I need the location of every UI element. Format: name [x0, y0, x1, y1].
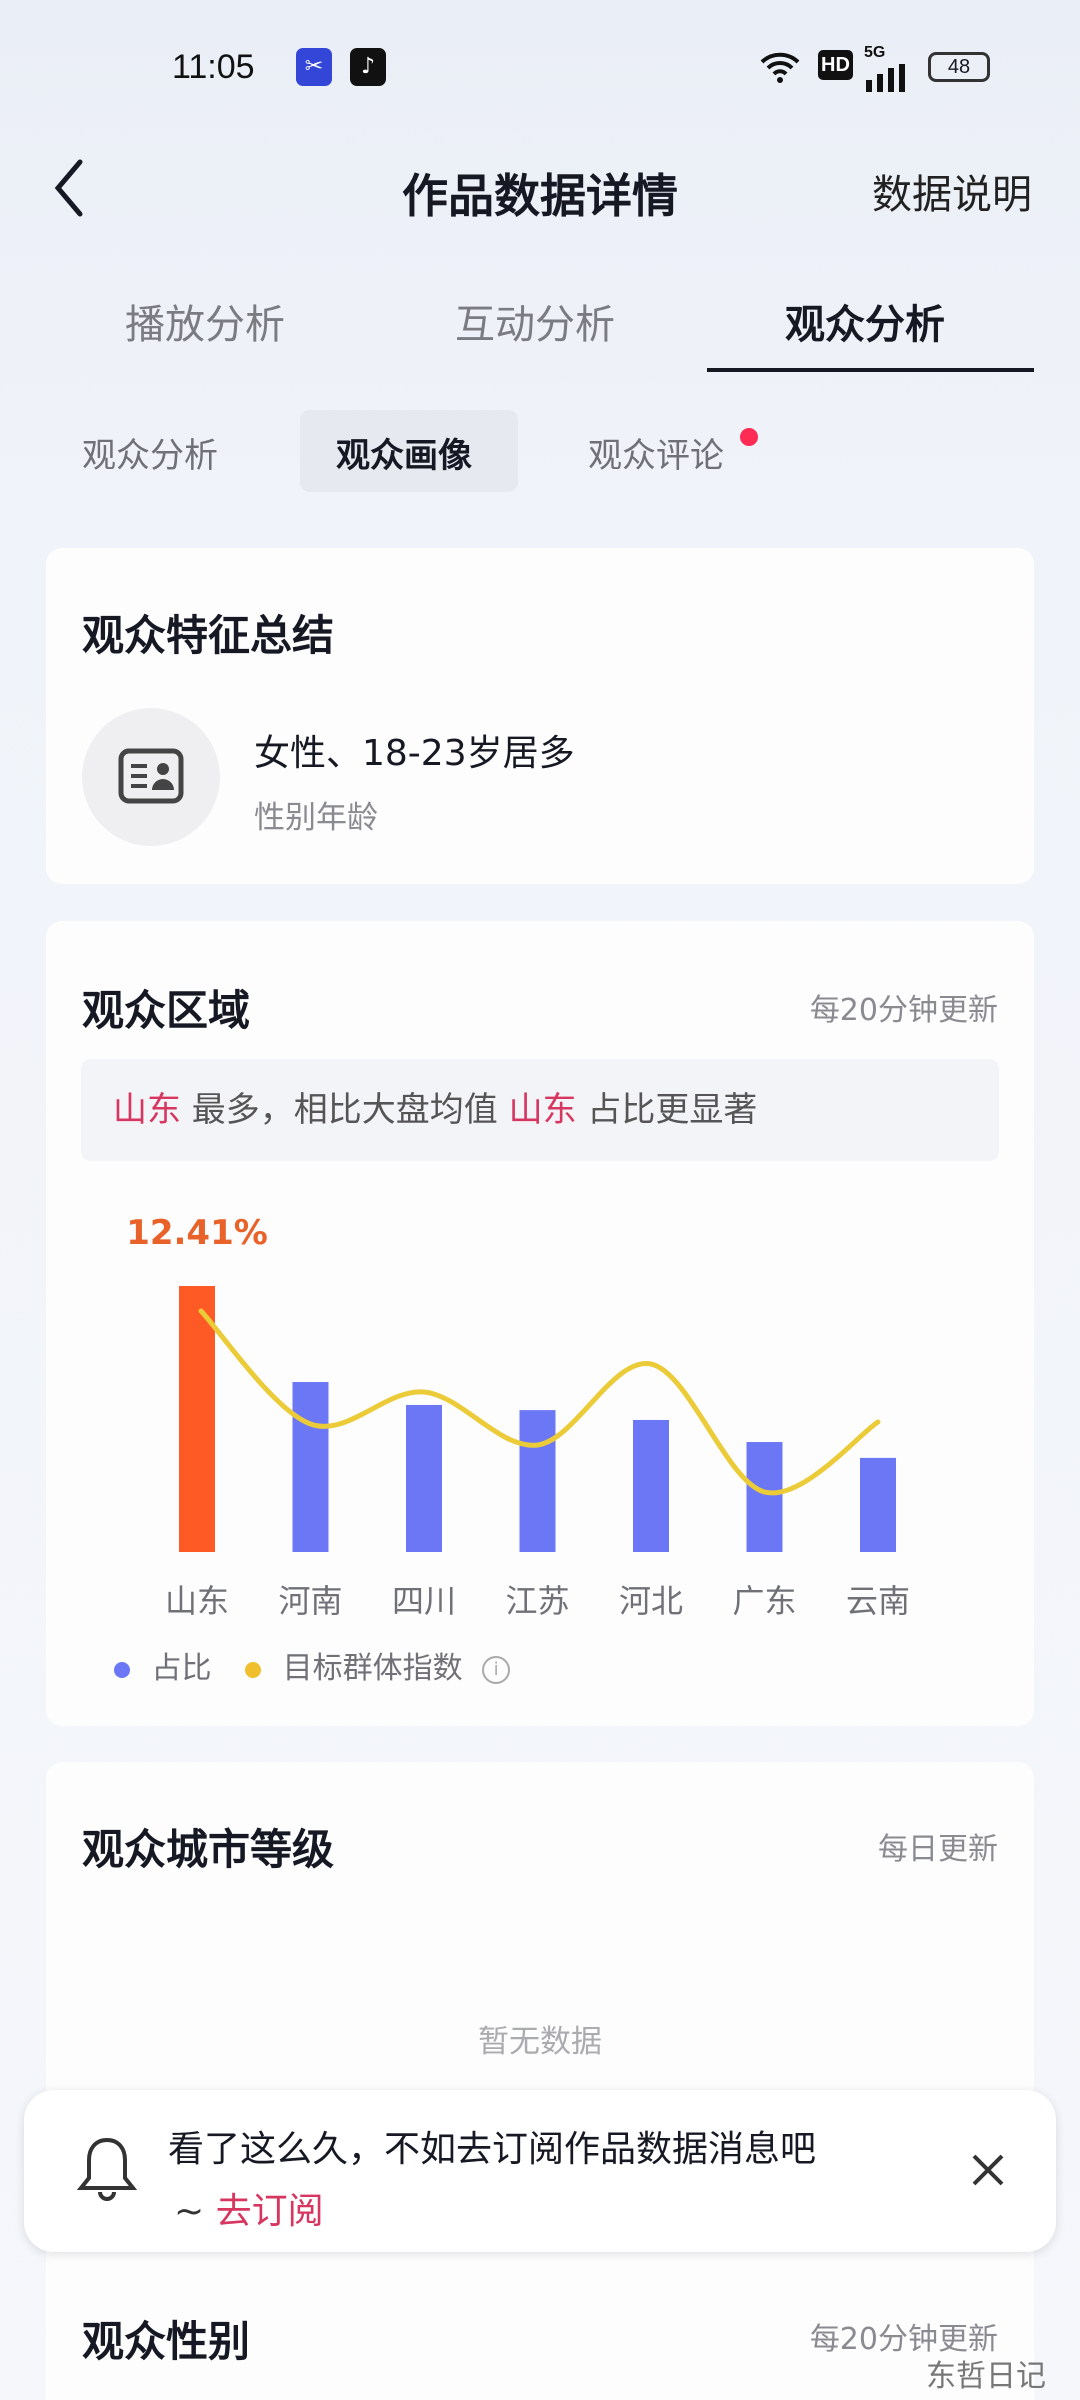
category-label: 江苏 [505, 1582, 569, 1620]
summary-caption: 性别年龄 [254, 800, 378, 836]
id-card-icon [82, 708, 220, 846]
bell-icon [76, 2137, 138, 2201]
region-chart: 山东 河南 四川 江苏 河北 广东 云南 12.41% [126, 1213, 910, 1620]
summary-card: 观众特征总结 女性、18-23岁居多 性别年龄 [46, 548, 1034, 884]
city-level-title: 观众城市等级 [82, 1825, 335, 1874]
tab-audience-analysis[interactable]: 观众分析 [785, 302, 945, 348]
callout-highlight: 山东 [113, 1090, 181, 1130]
toast-prefix: ~ [174, 2191, 205, 2232]
bar [633, 1419, 669, 1552]
legend: 占比 目标群体指数 i [114, 1643, 511, 1687]
subtab-audience-analysis[interactable]: 观众分析 [82, 436, 218, 476]
region-update: 每20分钟更新 [809, 993, 998, 1028]
empty-state: 暂无数据 [478, 2024, 602, 2060]
city-level-update: 每日更新 [878, 1832, 998, 1867]
tab-playback-analysis[interactable]: 播放分析 [125, 302, 285, 348]
legend-dot-index [245, 1662, 262, 1678]
bar [406, 1404, 442, 1552]
info-icon[interactable]: i [482, 1655, 511, 1684]
chevron-left-icon [54, 159, 83, 217]
bar [292, 1382, 329, 1552]
category-label: 云南 [846, 1582, 910, 1620]
subtab-audience-comments[interactable]: 观众评论 [588, 436, 724, 476]
summary-headline: 女性、18-23岁居多 [254, 733, 575, 774]
data-label: 12.41% [126, 1213, 268, 1253]
category-label: 四川 [392, 1582, 456, 1620]
subscribe-toast: 看了这么久，不如去订阅作品数据消息吧 ~ 去订阅 [24, 2090, 1056, 2252]
bar [519, 1410, 556, 1552]
subtab-active-background [300, 410, 518, 492]
region-title: 观众区域 [82, 986, 251, 1035]
index-line [198, 1308, 881, 1496]
notification-dot [740, 428, 758, 446]
callout-highlight: 山东 [508, 1090, 577, 1130]
city-level-card: 观众城市等级 每日更新 暂无数据 [46, 1762, 1034, 2362]
bar [746, 1442, 783, 1552]
page-title: 作品数据详情 [402, 169, 678, 223]
category-label: 山东 [165, 1582, 229, 1620]
status-time: 11:05 [172, 48, 255, 86]
back-button[interactable] [46, 156, 96, 220]
legend-label: 占比 [151, 1651, 212, 1686]
category-label: 广东 [732, 1582, 796, 1620]
data-explanation-link[interactable]: 数据说明 [872, 172, 1032, 218]
callout-text: 最多，相比大盘均值 [181, 1090, 509, 1130]
signal-icon [866, 64, 906, 96]
watermark: 东哲日记 [926, 2359, 1046, 2394]
toast-message: 看了这么久，不如去订阅作品数据消息吧 [168, 2129, 817, 2170]
bar [860, 1457, 896, 1552]
tab-interaction-analysis[interactable]: 互动分析 [455, 302, 615, 348]
screenshot-app-icon: ✂ [296, 48, 332, 86]
callout-text: 占比更显著 [576, 1090, 758, 1130]
active-tab-indicator [707, 368, 1034, 372]
subtab-audience-portrait[interactable]: 观众画像 [336, 436, 472, 476]
wifi-icon [760, 50, 800, 91]
category-label: 河南 [278, 1582, 342, 1620]
gender-title: 观众性别 [82, 2317, 251, 2366]
subscribe-link[interactable]: 去订阅 [215, 2191, 324, 2232]
network-type: 5G [864, 44, 886, 61]
region-card: 观众区域 每20分钟更新 山东 最多，相比大盘均值 山东 占比更显著 山东 河南四… [46, 921, 1034, 1726]
bar [179, 1286, 215, 1552]
battery-indicator: 48 [928, 52, 990, 82]
status-bar: 11:05 ✂ ♪ HD 5G 48 [0, 40, 1080, 96]
category-label: 河北 [619, 1582, 683, 1620]
tiktok-app-icon: ♪ [350, 48, 386, 86]
legend-dot-share [114, 1662, 130, 1678]
summary-title: 观众特征总结 [82, 611, 335, 660]
close-icon[interactable] [970, 2152, 1006, 2188]
hd-icon: HD [818, 50, 853, 80]
legend-label: 目标群体指数 [282, 1651, 463, 1686]
gender-card: 观众性别 每20分钟更新 [46, 2270, 1034, 2400]
gender-update: 每20分钟更新 [809, 2322, 998, 2357]
region-callout: 山东 最多，相比大盘均值 山东 占比更显著 [81, 1059, 999, 1161]
